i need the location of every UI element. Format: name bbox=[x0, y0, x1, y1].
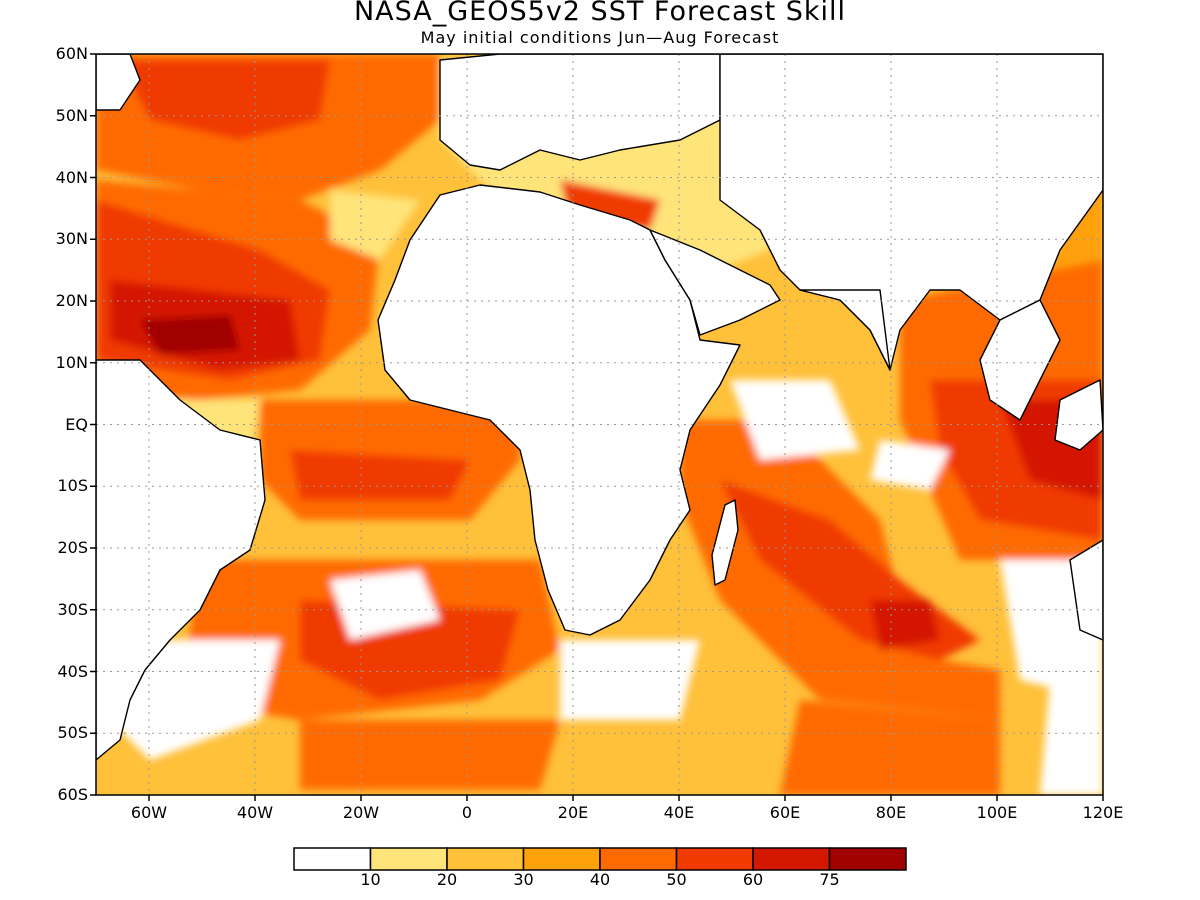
map-subtitle: May initial conditions Jun—Aug Forecast bbox=[420, 28, 780, 47]
lat-tick-label: 20N bbox=[55, 291, 88, 310]
lon-tick-label: 60W bbox=[130, 803, 168, 822]
colorbar-label: 10 bbox=[360, 870, 381, 889]
lat-tick-label: 50N bbox=[55, 105, 88, 125]
lon-tick-label: 0 bbox=[461, 803, 473, 822]
lat-tick-label: 20S bbox=[57, 538, 88, 557]
map-title: NASA_GEOS5v2 SST Forecast Skill bbox=[353, 0, 847, 27]
lat-tick-label: EQ bbox=[65, 414, 88, 434]
lat-tick-label: 40N bbox=[55, 167, 88, 187]
map-ticks bbox=[90, 53, 1104, 801]
lon-tick-label: 120E bbox=[1082, 803, 1124, 822]
lon-tick-label: 60E bbox=[769, 803, 801, 822]
lat-tick-label: 10S bbox=[57, 476, 88, 496]
lon-tick-label: 20W bbox=[342, 803, 380, 822]
lon-tick-label: 100E bbox=[976, 803, 1018, 822]
colorbar bbox=[293, 847, 907, 871]
colorbar-swatch bbox=[446, 847, 525, 871]
colorbar-label: 40 bbox=[589, 870, 611, 889]
lat-tick-label: 50S bbox=[57, 723, 88, 743]
lat-tick-label: 30S bbox=[57, 599, 88, 619]
lat-tick-label: 30N bbox=[55, 229, 88, 249]
colorbar-swatch bbox=[828, 847, 907, 871]
skill-field bbox=[96, 54, 1103, 795]
lat-tick-label: 60N bbox=[55, 44, 88, 63]
lon-tick-label: 40E bbox=[663, 803, 695, 822]
lat-tick-label: 10N bbox=[55, 352, 88, 372]
lat-tick-label: 40S bbox=[57, 661, 88, 681]
lon-tick-label: 20E bbox=[557, 803, 589, 822]
colorbar-swatch bbox=[675, 847, 754, 871]
colorbar-label: 60 bbox=[742, 870, 764, 889]
colorbar-swatch bbox=[522, 847, 601, 871]
colorbar-label: 50 bbox=[666, 870, 687, 889]
lon-tick-label: 40W bbox=[236, 803, 274, 822]
lat-tick-label: 60S bbox=[57, 785, 88, 804]
colorbar-label: 75 bbox=[819, 870, 840, 889]
colorbar-swatch bbox=[369, 847, 448, 871]
colorbar-swatch bbox=[752, 847, 831, 871]
lon-tick-label: 80E bbox=[875, 803, 907, 822]
colorbar-swatch bbox=[293, 847, 372, 871]
colorbar-label: 30 bbox=[513, 870, 534, 889]
land bbox=[96, 54, 1103, 761]
colorbar-swatch bbox=[599, 847, 678, 871]
map-gridlines bbox=[96, 54, 1103, 795]
colorbar-label: 20 bbox=[436, 870, 458, 889]
